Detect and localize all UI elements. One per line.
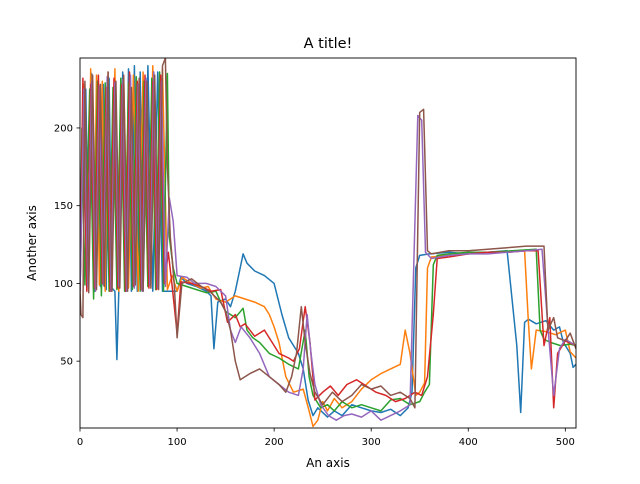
y-tick-label: 100 [54,279,73,290]
series-layer [80,58,576,428]
x-tick-label: 400 [459,437,478,448]
chart-title: A title! [304,36,353,52]
x-tick-label: 500 [556,437,575,448]
series-line-4 [80,71,576,409]
x-tick-label: 300 [362,437,381,448]
axes: 0 100 200 300 400 500 50 100 150 200 [54,123,575,448]
x-axis-label: An axis [306,456,350,470]
y-tick-label: 150 [54,201,73,212]
series-line-3 [80,71,576,412]
series-line-6 [80,58,576,409]
x-tick-label: 200 [265,437,284,448]
plot-frame [79,57,577,429]
x-tick-label: 0 [77,437,83,448]
x-tick-label: 100 [168,437,187,448]
series-line-5 [80,71,576,421]
y-tick-label: 200 [54,123,73,134]
y-axis-label: Another axis [25,205,39,281]
y-tick-label: 50 [60,357,73,368]
